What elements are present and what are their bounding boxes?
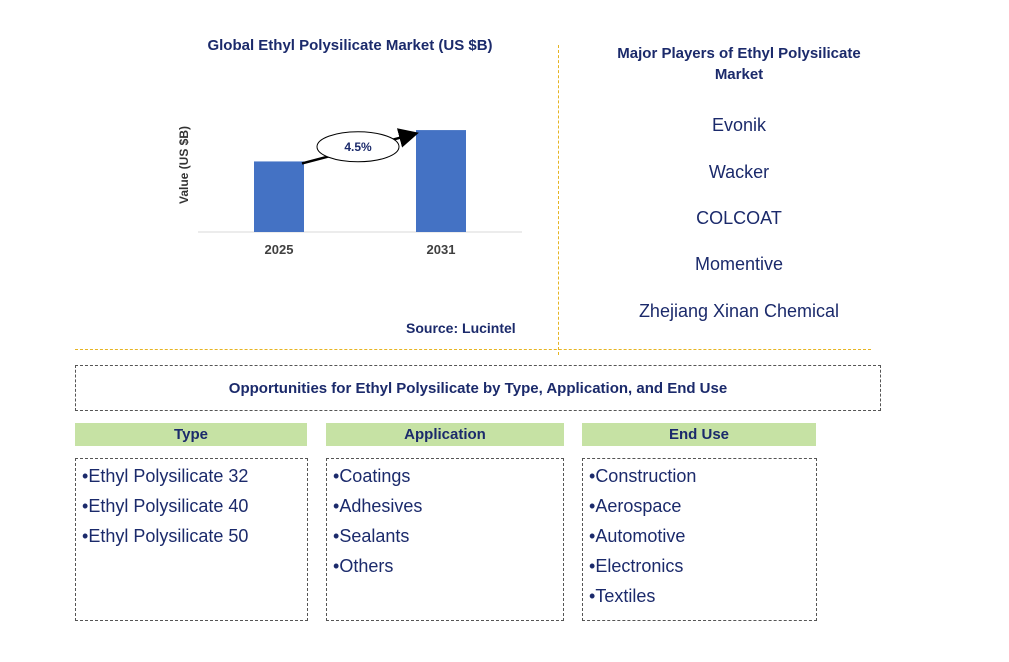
- list-item: Coatings: [333, 461, 557, 491]
- x-tick-label: 2025: [265, 242, 294, 257]
- cagr-ellipse: [316, 131, 400, 163]
- list-item: Electronics: [589, 551, 810, 581]
- list-item: Construction: [589, 461, 810, 491]
- end-use-header: End Use: [582, 423, 816, 446]
- horizontal-divider: [75, 349, 871, 350]
- bar-2025: [254, 161, 304, 232]
- type-list: Ethyl Polysilicate 32 Ethyl Polysilicate…: [82, 461, 301, 551]
- list-item: Automotive: [589, 521, 810, 551]
- player-item: Wacker: [708, 162, 770, 182]
- players-title: Major Players of Ethyl Polysilicate Mark…: [617, 45, 861, 83]
- list-item: Ethyl Polysilicate 40: [82, 491, 301, 521]
- list-item: Adhesives: [333, 491, 557, 521]
- list-item: Textiles: [589, 581, 810, 611]
- list-item: Ethyl Polysilicate 50: [82, 521, 301, 551]
- opportunities-title: Opportunities for Ethyl Polysilicate by …: [75, 365, 881, 411]
- application-list: Coatings Adhesives Sealants Others: [333, 461, 557, 581]
- list-item: Ethyl Polysilicate 32: [82, 461, 301, 491]
- cagr-label: 4.5%: [344, 140, 372, 154]
- list-item: Others: [333, 551, 557, 581]
- vertical-divider: [558, 45, 559, 355]
- type-list-box: Ethyl Polysilicate 32 Ethyl Polysilicate…: [75, 458, 308, 621]
- list-item: Sealants: [333, 521, 557, 551]
- x-tick-label: 2031: [427, 242, 456, 257]
- player-item: Momentive: [694, 254, 784, 274]
- player-item: Zhejiang Xinan Chemical: [638, 301, 840, 321]
- bar-chart: Value (US $B) 2025 2031 4.5%: [177, 126, 522, 257]
- chart-title: Global Ethyl Polysilicate Market (US $B): [207, 37, 493, 54]
- type-header: Type: [75, 423, 307, 446]
- application-list-box: Coatings Adhesives Sealants Others: [326, 458, 564, 621]
- application-header: Application: [326, 423, 564, 446]
- player-item: COLCOAT: [696, 208, 782, 228]
- player-item: Evonik: [711, 115, 767, 135]
- source-note: Source: Lucintel: [406, 320, 516, 336]
- cagr-annotation: 4.5%: [301, 128, 419, 165]
- list-item: Aerospace: [589, 491, 810, 521]
- end-use-list-box: Construction Aerospace Automotive Electr…: [582, 458, 817, 621]
- y-axis-label: Value (US $B): [177, 126, 191, 204]
- end-use-list: Construction Aerospace Automotive Electr…: [589, 461, 810, 611]
- bar-2031: [416, 130, 466, 232]
